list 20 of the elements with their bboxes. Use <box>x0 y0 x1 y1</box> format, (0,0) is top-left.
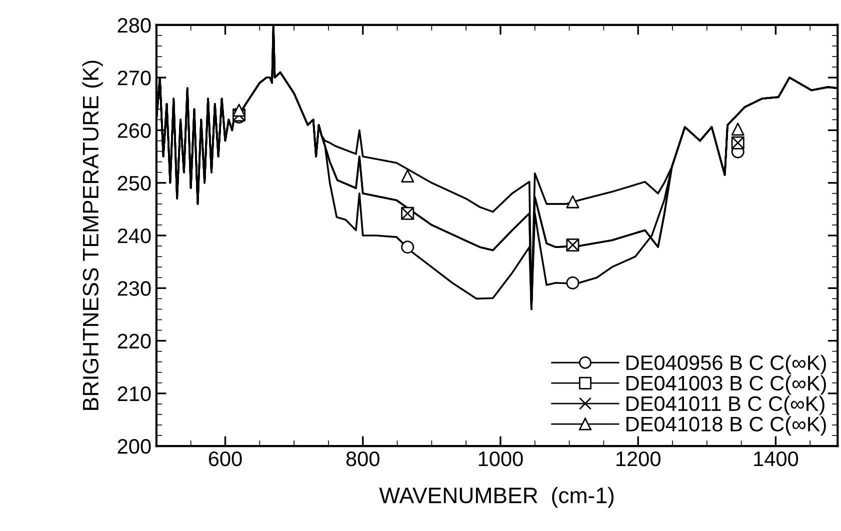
y-tick-label: 240 <box>118 228 151 244</box>
y-tick-label: 250 <box>118 176 151 191</box>
y-axis-title: BRIGHTNESS TEMPERATURE (K) <box>82 60 103 410</box>
y-tick-label: 220 <box>118 334 151 349</box>
x-axis-title: WAVENUMBER (cm-1) <box>379 486 614 508</box>
x-tick-label: 800 <box>346 451 380 466</box>
y-tick-label: 260 <box>118 123 151 138</box>
legend-label: DE041003 B C C(∞K) <box>626 375 826 395</box>
y-tick-label: 200 <box>118 439 151 454</box>
x-tick-label: 1200 <box>616 451 660 466</box>
y-tick-label: 230 <box>118 281 151 296</box>
x-tick-label: 1400 <box>754 451 798 466</box>
x-tick-label: 1000 <box>478 451 523 466</box>
y-tick-label: 280 <box>118 18 151 33</box>
legend-label: DE040956 B C C(∞K) <box>626 354 826 374</box>
x-tick-label: 600 <box>208 451 242 466</box>
legend-label: DE041011 B C C(∞K) <box>626 396 824 416</box>
legend-label: DE041018 B C C(∞K) <box>626 416 826 436</box>
y-tick-label: 210 <box>118 386 151 402</box>
y-tick-label: 270 <box>118 70 151 86</box>
